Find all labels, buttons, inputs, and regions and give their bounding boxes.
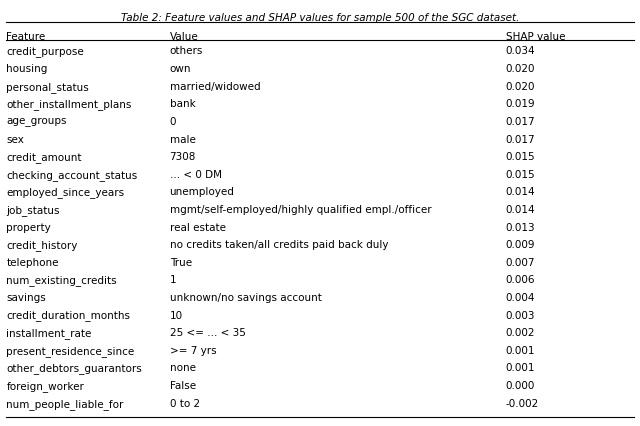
Text: age_groups: age_groups: [6, 117, 67, 127]
Text: sex: sex: [6, 135, 24, 144]
Text: foreign_worker: foreign_worker: [6, 381, 84, 392]
Text: False: False: [170, 381, 196, 391]
Text: real estate: real estate: [170, 222, 226, 233]
Text: credit_purpose: credit_purpose: [6, 46, 84, 58]
Text: 0.014: 0.014: [506, 187, 535, 197]
Text: Value: Value: [170, 32, 198, 42]
Text: 0.017: 0.017: [506, 135, 535, 144]
Text: 10: 10: [170, 311, 183, 321]
Text: no credits taken/all credits paid back duly: no credits taken/all credits paid back d…: [170, 240, 388, 250]
Text: 25 <= ... < 35: 25 <= ... < 35: [170, 328, 246, 338]
Text: others: others: [170, 46, 203, 57]
Text: none: none: [170, 363, 196, 374]
Text: unknown/no savings account: unknown/no savings account: [170, 293, 321, 303]
Text: housing: housing: [6, 64, 48, 74]
Text: Feature: Feature: [6, 32, 45, 42]
Text: 0.006: 0.006: [506, 275, 535, 285]
Text: num_existing_credits: num_existing_credits: [6, 275, 117, 286]
Text: credit_duration_months: credit_duration_months: [6, 311, 131, 322]
Text: 0.019: 0.019: [506, 99, 535, 109]
Text: num_people_liable_for: num_people_liable_for: [6, 399, 124, 409]
Text: 0.003: 0.003: [506, 311, 535, 321]
Text: own: own: [170, 64, 191, 74]
Text: 0: 0: [170, 117, 176, 127]
Text: 0.034: 0.034: [506, 46, 535, 57]
Text: property: property: [6, 222, 51, 233]
Text: 0.007: 0.007: [506, 258, 535, 268]
Text: 0.015: 0.015: [506, 152, 535, 162]
Text: savings: savings: [6, 293, 46, 303]
Text: 0.014: 0.014: [506, 205, 535, 215]
Text: 7308: 7308: [170, 152, 196, 162]
Text: mgmt/self-employed/highly qualified empl./officer: mgmt/self-employed/highly qualified empl…: [170, 205, 431, 215]
Text: SHAP value: SHAP value: [506, 32, 565, 42]
Text: employed_since_years: employed_since_years: [6, 187, 125, 198]
Text: 0 to 2: 0 to 2: [170, 399, 200, 409]
Text: 0.001: 0.001: [506, 346, 535, 356]
Text: True: True: [170, 258, 192, 268]
Text: Table 2: Feature values and SHAP values for sample 500 of the SGC dataset.: Table 2: Feature values and SHAP values …: [121, 13, 519, 23]
Text: 0.000: 0.000: [506, 381, 535, 391]
Text: married/widowed: married/widowed: [170, 82, 260, 92]
Text: 0.004: 0.004: [506, 293, 535, 303]
Text: 1: 1: [170, 275, 176, 285]
Text: installment_rate: installment_rate: [6, 328, 92, 339]
Text: ... < 0 DM: ... < 0 DM: [170, 170, 221, 180]
Text: 0.002: 0.002: [506, 328, 535, 338]
Text: telephone: telephone: [6, 258, 59, 268]
Text: credit_amount: credit_amount: [6, 152, 82, 163]
Text: 0.020: 0.020: [506, 82, 535, 92]
Text: personal_status: personal_status: [6, 82, 89, 92]
Text: 0.013: 0.013: [506, 222, 535, 233]
Text: checking_account_status: checking_account_status: [6, 170, 138, 181]
Text: 0.009: 0.009: [506, 240, 535, 250]
Text: other_debtors_guarantors: other_debtors_guarantors: [6, 363, 142, 374]
Text: unemployed: unemployed: [170, 187, 234, 197]
Text: credit_history: credit_history: [6, 240, 78, 251]
Text: male: male: [170, 135, 195, 144]
Text: present_residence_since: present_residence_since: [6, 346, 134, 357]
Text: 0.020: 0.020: [506, 64, 535, 74]
Text: other_installment_plans: other_installment_plans: [6, 99, 132, 110]
Text: 0.015: 0.015: [506, 170, 535, 180]
Text: 0.017: 0.017: [506, 117, 535, 127]
Text: >= 7 yrs: >= 7 yrs: [170, 346, 216, 356]
Text: job_status: job_status: [6, 205, 60, 216]
Text: bank: bank: [170, 99, 195, 109]
Text: 0.001: 0.001: [506, 363, 535, 374]
Text: -0.002: -0.002: [506, 399, 539, 409]
